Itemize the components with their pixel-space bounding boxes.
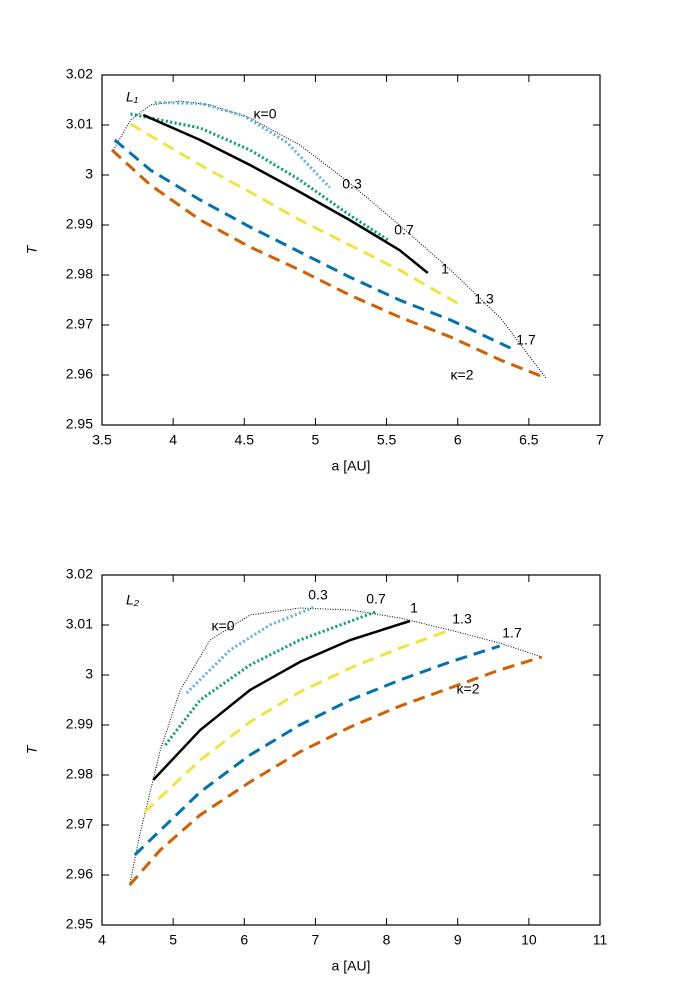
- y-tick-label: 2.95: [66, 916, 93, 932]
- x-tick-label: 4: [169, 432, 177, 448]
- series-line: [130, 112, 389, 242]
- x-tick-label: 4.5: [235, 432, 255, 448]
- curve-label: 0.3: [342, 176, 362, 192]
- series-line: [185, 605, 316, 695]
- series-line: [128, 655, 543, 886]
- y-tick-label: 3.01: [66, 116, 93, 132]
- y-tick-label: 2.98: [66, 766, 93, 782]
- y-tick-label: 2.97: [66, 816, 93, 832]
- x-tick-label: 11: [593, 932, 608, 948]
- panel-label: L₂: [126, 592, 140, 608]
- x-tick-label: 4: [98, 932, 106, 948]
- x-axis-label: a [AU]: [332, 958, 371, 974]
- y-tick-label: 3.02: [66, 66, 93, 82]
- y-tick-label: 2.98: [66, 266, 93, 282]
- series-line: [143, 629, 449, 814]
- x-axis-label: a [AU]: [332, 458, 371, 474]
- series-line: [142, 113, 429, 274]
- curve-label: 1.3: [474, 291, 494, 307]
- curve-label: 1.7: [516, 332, 536, 348]
- series-line: [129, 607, 542, 886]
- x-tick-label: 9: [454, 932, 462, 948]
- y-tick-label: 2.96: [66, 866, 93, 882]
- y-axis-label: T: [24, 244, 40, 254]
- y-axis-label: T: [24, 744, 40, 754]
- y-tick-label: 2.95: [66, 416, 93, 432]
- x-tick-label: 6: [454, 432, 462, 448]
- curve-label: 1.7: [502, 625, 522, 641]
- x-tick-label: 5: [169, 932, 177, 948]
- y-tick-label: 3: [85, 666, 93, 682]
- series-line: [164, 610, 376, 746]
- curve-label: 0.3: [308, 587, 328, 603]
- series-line: [110, 148, 547, 380]
- y-tick-label: 3.02: [66, 566, 93, 582]
- series-line: [129, 122, 462, 307]
- x-tick-label: 8: [383, 932, 391, 948]
- series-line: [113, 138, 512, 350]
- series-line: [133, 644, 501, 857]
- panel-label: L₁: [126, 89, 139, 105]
- curve-label: κ=2: [457, 681, 480, 697]
- y-tick-label: 3.01: [66, 616, 93, 632]
- curve-label: 1: [410, 600, 418, 616]
- x-tick-label: 3.5: [92, 432, 112, 448]
- x-tick-label: 5.5: [377, 432, 397, 448]
- series-line: [112, 100, 547, 379]
- x-tick-label: 7: [312, 932, 320, 948]
- series-line: [152, 619, 411, 781]
- y-tick-label: 2.97: [66, 316, 93, 332]
- series-line: [154, 101, 331, 189]
- curve-label: 1: [441, 261, 449, 277]
- x-tick-label: 5: [312, 432, 320, 448]
- x-tick-label: 7: [596, 432, 604, 448]
- curve-label: κ=0: [254, 106, 277, 122]
- plot-frame: [101, 74, 601, 426]
- curve-label: 0.7: [394, 222, 414, 238]
- x-tick-label: 10: [521, 932, 537, 948]
- curve-label: 0.7: [366, 591, 386, 607]
- y-tick-label: 3: [85, 166, 93, 182]
- y-tick-label: 2.99: [66, 216, 93, 232]
- x-tick-label: 6.5: [519, 432, 539, 448]
- y-tick-label: 2.99: [66, 716, 93, 732]
- plot-frame: [101, 574, 601, 926]
- curve-label: κ=0: [212, 618, 235, 634]
- y-tick-label: 2.96: [66, 366, 93, 382]
- x-tick-label: 6: [240, 932, 248, 948]
- curve-label: κ=2: [451, 367, 474, 383]
- curve-label: 1.3: [452, 611, 472, 627]
